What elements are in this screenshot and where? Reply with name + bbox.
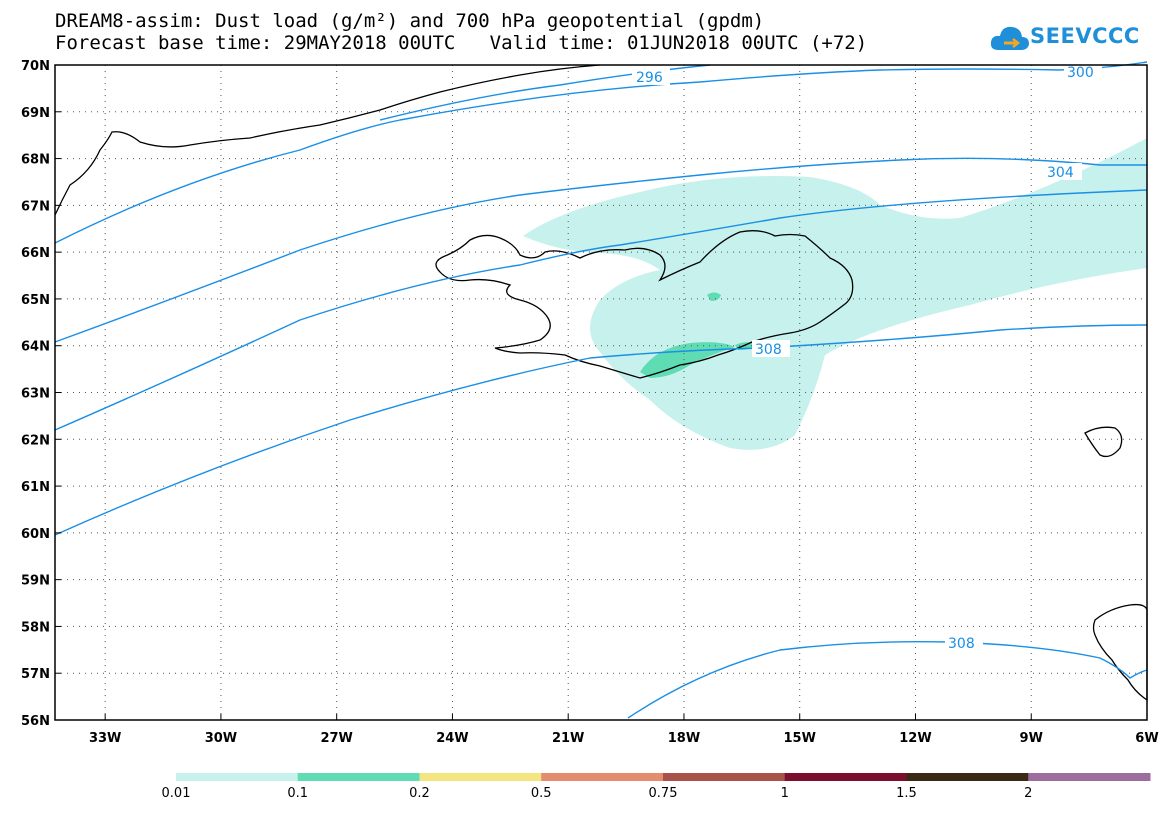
contour-label-304: 304 xyxy=(1047,165,1074,181)
dust-area-medium-2 xyxy=(707,292,721,301)
contour-308-a xyxy=(54,189,1148,431)
contour-labels: 296 300 304 308 308 xyxy=(632,63,1102,652)
cloud-icon xyxy=(990,26,1029,50)
faroe-islands xyxy=(1084,426,1123,458)
coastlines xyxy=(54,64,1148,702)
lat-label: 63N xyxy=(21,387,50,402)
colorbar-label: 1.5 xyxy=(896,786,917,801)
colorbar-segment xyxy=(906,773,1029,781)
contour-300-b xyxy=(399,61,1148,121)
iceland-coast xyxy=(435,230,854,379)
map-gridlines xyxy=(55,65,1147,720)
lat-label: 70N xyxy=(21,59,50,74)
lon-label: 6W xyxy=(1135,731,1158,746)
colorbar-label: 2 xyxy=(1024,786,1033,801)
lon-label: 18W xyxy=(668,731,700,746)
scotland-coast xyxy=(1092,603,1148,702)
colorbar-label: 0.1 xyxy=(287,786,309,801)
lat-label: 60N xyxy=(21,527,50,542)
colorbar-segment xyxy=(663,773,786,781)
lat-label: 56N xyxy=(21,714,50,729)
colorbar-label: 0.2 xyxy=(409,786,430,801)
latitude-labels: 70N 69N 68N 67N 66N 65N 64N 63N 62N 61N 60N 59N 58N 5… xyxy=(21,59,61,729)
lat-label: 67N xyxy=(21,199,50,214)
longitude-labels: 33W 30W 27W 24W 21W 18W 15W 12W 9W 6W xyxy=(89,714,1159,746)
dust-area-low xyxy=(523,138,1147,450)
colorbar-segment xyxy=(176,773,299,781)
colorbar-segment xyxy=(419,773,542,781)
greenland-coast xyxy=(54,64,601,216)
lat-label: 58N xyxy=(21,620,50,635)
dust-area-medium xyxy=(640,342,735,378)
contour-label-296: 296 xyxy=(636,70,663,86)
colorbar xyxy=(176,773,1151,781)
contour-label-308: 308 xyxy=(755,342,782,358)
lon-label: 12W xyxy=(899,731,931,746)
lon-label: 27W xyxy=(320,731,352,746)
contour-304 xyxy=(54,157,1147,343)
colorbar-label: 1 xyxy=(780,786,789,801)
colorbar-segment xyxy=(1028,773,1151,781)
lat-label: 68N xyxy=(21,153,50,168)
lat-label: 57N xyxy=(21,667,50,682)
lat-label: 59N xyxy=(21,574,50,589)
lat-label: 66N xyxy=(21,246,50,261)
lat-label: 69N xyxy=(21,106,50,121)
map-subtitle: Forecast base time: 29MAY2018 00UTC Vali… xyxy=(55,32,868,54)
contour-308-b xyxy=(54,324,1148,536)
lon-label: 21W xyxy=(552,731,584,746)
lon-label: 30W xyxy=(205,731,237,746)
map-title: DREAM8-assim: Dust load (g/m²) and 700 h… xyxy=(55,10,765,32)
colorbar-label: 0.75 xyxy=(648,786,678,801)
contour-label-308-south: 308 xyxy=(948,636,975,652)
colorbar-label: 0.01 xyxy=(161,786,191,801)
lon-label: 24W xyxy=(436,731,468,746)
seevccc-logo: SEEVCCC xyxy=(990,20,1139,60)
lat-label: 61N xyxy=(21,480,50,495)
colorbar-segment xyxy=(784,773,907,781)
contour-300-a xyxy=(54,119,401,244)
lon-label: 15W xyxy=(784,731,816,746)
colorbar-segment xyxy=(297,773,420,781)
contour-label-300: 300 xyxy=(1067,65,1094,81)
plot-frame xyxy=(54,64,1148,721)
lon-label: 33W xyxy=(89,731,121,746)
colorbar-segment xyxy=(541,773,664,781)
logo-text: SEEVCCC xyxy=(1030,24,1140,48)
lon-label: 9W xyxy=(1020,731,1043,746)
lat-label: 62N xyxy=(21,433,50,448)
geopotential-contours xyxy=(54,61,1148,719)
lat-label: 65N xyxy=(21,293,50,308)
colorbar-label: 0.5 xyxy=(530,786,552,801)
lat-label: 64N xyxy=(21,340,50,355)
